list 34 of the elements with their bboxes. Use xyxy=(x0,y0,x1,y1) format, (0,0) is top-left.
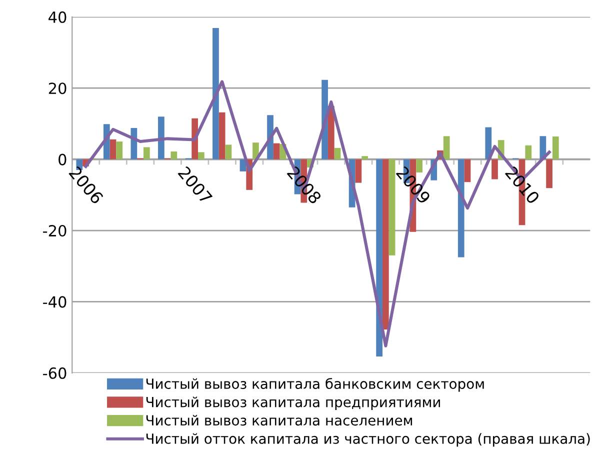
bar xyxy=(388,159,396,256)
bar xyxy=(116,142,123,160)
bar xyxy=(225,144,232,160)
bar xyxy=(552,136,559,160)
bar xyxy=(492,159,498,180)
y-tick-label: 20 xyxy=(48,82,66,94)
bar xyxy=(143,147,150,160)
bar xyxy=(443,136,450,160)
bar xyxy=(362,156,368,160)
bar xyxy=(355,159,362,183)
bar xyxy=(464,159,471,182)
bar xyxy=(170,151,178,160)
bar xyxy=(546,159,552,188)
bar xyxy=(198,152,204,160)
y-tick-label: -40 xyxy=(43,296,66,308)
bar xyxy=(458,159,464,258)
bar xyxy=(218,112,226,160)
bar xyxy=(525,145,532,160)
bar xyxy=(273,143,280,160)
y-tick-label: 40 xyxy=(48,11,66,23)
bar xyxy=(110,139,116,160)
y-tick-label: 0 xyxy=(58,154,66,166)
bar xyxy=(334,148,341,160)
legend-label: Чистый вывоз капитала предприятиями xyxy=(146,396,440,410)
y-tick-label: -60 xyxy=(43,367,66,379)
bar xyxy=(382,159,389,330)
legend-label: Чистый вывоз капитала банковским сектором xyxy=(146,378,484,392)
legend-label: Чистый отток капитала из частного сектора (правая шкала) xyxy=(146,433,590,447)
bar xyxy=(485,127,492,160)
y-tick-label: -20 xyxy=(43,224,66,237)
bar xyxy=(158,116,164,160)
bar xyxy=(376,159,383,357)
bar xyxy=(212,28,219,160)
legend-label: Чистый вывоз капитала населением xyxy=(146,414,412,426)
